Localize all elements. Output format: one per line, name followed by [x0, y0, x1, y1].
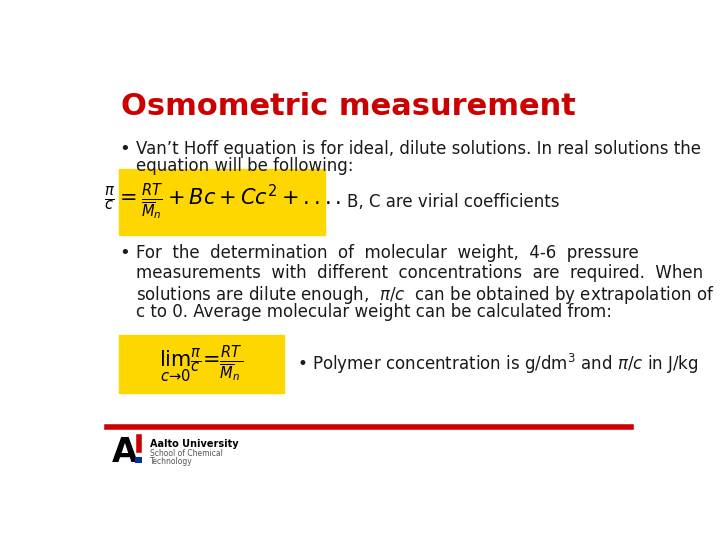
Text: equation will be following:: equation will be following:	[136, 157, 354, 175]
Text: $\frac{\pi}{c} = \frac{RT}{\overline{M}_n} + Bc + Cc^2 + ....$: $\frac{\pi}{c} = \frac{RT}{\overline{M}_…	[104, 181, 341, 222]
Text: •: •	[297, 355, 307, 373]
Text: solutions are dilute enough,  $\pi/c$  can be obtained by extrapolation of: solutions are dilute enough, $\pi/c$ can…	[136, 284, 714, 306]
Text: •: •	[119, 244, 130, 261]
Text: measurements  with  different  concentrations  are  required.  When: measurements with different concentratio…	[136, 264, 703, 281]
Text: Technology: Technology	[150, 457, 193, 466]
Text: •: •	[119, 140, 130, 158]
Text: School of Chemical: School of Chemical	[150, 449, 223, 458]
Text: Osmometric measurement: Osmometric measurement	[121, 92, 575, 121]
FancyBboxPatch shape	[135, 457, 143, 463]
Text: B, C are virial coefficients: B, C are virial coefficients	[347, 193, 559, 211]
FancyBboxPatch shape	[119, 335, 284, 393]
Text: Polymer concentration is g/dm$^3$ and $\pi/c$ in J/kg: Polymer concentration is g/dm$^3$ and $\…	[312, 352, 698, 376]
Text: Aalto University: Aalto University	[150, 439, 239, 449]
Text: A: A	[112, 436, 138, 469]
FancyBboxPatch shape	[119, 168, 325, 235]
Text: c to 0. Average molecular weight can be calculated from:: c to 0. Average molecular weight can be …	[136, 303, 612, 321]
Text: $\lim_{c \to 0} \frac{\pi}{c} = \frac{RT}{\overline{M}_n}$: $\lim_{c \to 0} \frac{\pi}{c} = \frac{RT…	[159, 343, 244, 385]
Text: Van’t Hoff equation is for ideal, dilute solutions. In real solutions the: Van’t Hoff equation is for ideal, dilute…	[136, 140, 701, 158]
Text: For  the  determination  of  molecular  weight,  4-6  pressure: For the determination of molecular weigh…	[136, 244, 639, 261]
